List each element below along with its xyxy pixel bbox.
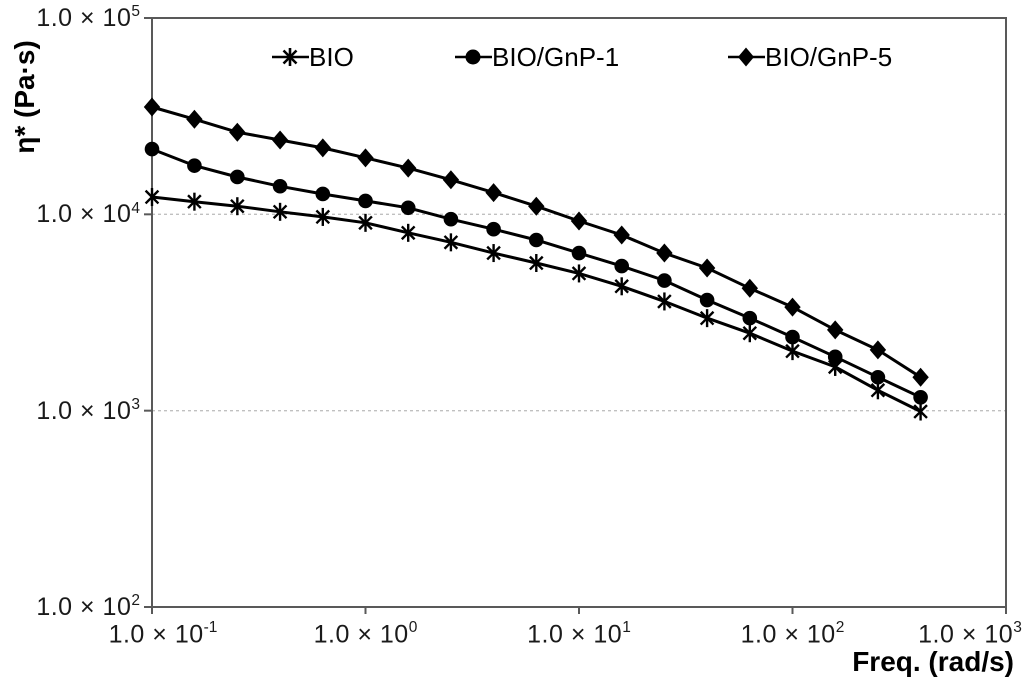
asterisk-marker xyxy=(230,198,245,214)
circle-marker xyxy=(529,232,544,248)
circle-marker xyxy=(614,258,630,274)
circle-marker xyxy=(913,389,928,405)
x-tick-label: 1.0 × 103 xyxy=(918,619,1022,649)
diamond-marker xyxy=(784,297,801,317)
diamond-marker xyxy=(698,258,716,278)
legend-label-bio-gnp-1: BIO/GnP-1 xyxy=(492,42,620,72)
circle-marker xyxy=(400,200,416,216)
diamond-marker xyxy=(314,138,332,158)
asterisk-marker xyxy=(144,189,160,205)
y-tick-label: 1.0 × 105 xyxy=(36,3,140,33)
axis-border xyxy=(151,17,1007,608)
diamond-marker xyxy=(271,130,289,150)
diamond-marker xyxy=(143,97,161,117)
x-tick-label: 1.0 × 101 xyxy=(527,619,631,649)
circle-marker xyxy=(657,273,672,288)
diamond-marker xyxy=(186,109,203,129)
circle-marker xyxy=(358,193,373,209)
diamond-marker xyxy=(869,340,887,360)
circle-marker xyxy=(187,158,202,173)
x-tick-label: 1.0 × 102 xyxy=(740,619,845,649)
diamond-marker xyxy=(613,225,630,245)
x-axis-title: Freq. (rad/s) xyxy=(852,646,1014,677)
circle-marker xyxy=(571,245,587,261)
asterisk-marker xyxy=(187,194,202,209)
circle-marker xyxy=(272,178,288,194)
asterisk-marker xyxy=(529,255,544,271)
legend-label-bio: BIO xyxy=(309,42,354,72)
diamond-marker xyxy=(400,158,417,178)
asterisk-marker xyxy=(272,204,288,220)
asterisk-marker xyxy=(913,404,928,419)
asterisk-marker xyxy=(486,245,501,261)
series-line-BIO/GnP-1 xyxy=(151,147,922,399)
y-tick-label: 1.0 × 102 xyxy=(36,592,140,622)
series-line-BIO xyxy=(151,195,922,413)
y-tick-label: 1.0 × 104 xyxy=(36,199,140,229)
y-axis-title: η* (Pa·s) xyxy=(9,40,40,154)
asterisk-marker xyxy=(400,225,416,241)
diamond-marker xyxy=(741,278,759,298)
circle-marker xyxy=(315,186,331,202)
circle-marker xyxy=(486,221,501,237)
diamond-marker xyxy=(827,320,844,340)
legend-item-bio-gnp-5: BIO/GnP-5 xyxy=(728,43,892,72)
asterisk-marker xyxy=(614,279,629,294)
circle-marker xyxy=(870,369,886,385)
asterisk-marker-icon xyxy=(272,48,309,67)
x-tick-label: 1.0 × 100 xyxy=(313,619,418,649)
diamond-marker xyxy=(912,367,929,387)
asterisk-marker xyxy=(358,215,373,231)
circle-marker xyxy=(742,310,758,326)
asterisk-marker xyxy=(785,343,800,359)
asterisk-marker xyxy=(315,209,331,225)
circle-marker xyxy=(827,349,843,365)
asterisk-marker xyxy=(699,310,715,326)
legend-item-bio-gnp-1: BIO/GnP-1 xyxy=(455,43,619,72)
legend-label-bio-gnp-5: BIO/GnP-5 xyxy=(765,42,893,72)
diamond-marker xyxy=(485,183,502,203)
circle-marker xyxy=(443,211,459,227)
x-tick-label: 1.0 × 10-1 xyxy=(108,619,218,649)
diamond-marker xyxy=(570,211,588,231)
circle-marker xyxy=(785,329,800,345)
asterisk-marker xyxy=(443,235,459,250)
diamond-marker xyxy=(357,148,374,168)
legend-item-bio: BIO xyxy=(272,43,354,72)
asterisk-marker xyxy=(571,266,587,281)
circle-marker xyxy=(699,292,715,308)
asterisk-marker xyxy=(870,383,886,398)
asterisk-marker xyxy=(657,294,672,309)
diamond-marker xyxy=(229,122,246,142)
diamond-marker-icon xyxy=(728,47,765,67)
y-tick-label: 1.0 × 103 xyxy=(36,395,140,425)
circle-marker xyxy=(144,141,160,157)
diamond-marker xyxy=(528,196,545,216)
circle-marker xyxy=(230,169,245,185)
diamond-marker xyxy=(656,243,673,263)
diamond-marker xyxy=(442,170,460,190)
circle-marker-icon xyxy=(455,49,492,65)
asterisk-marker xyxy=(742,325,758,341)
